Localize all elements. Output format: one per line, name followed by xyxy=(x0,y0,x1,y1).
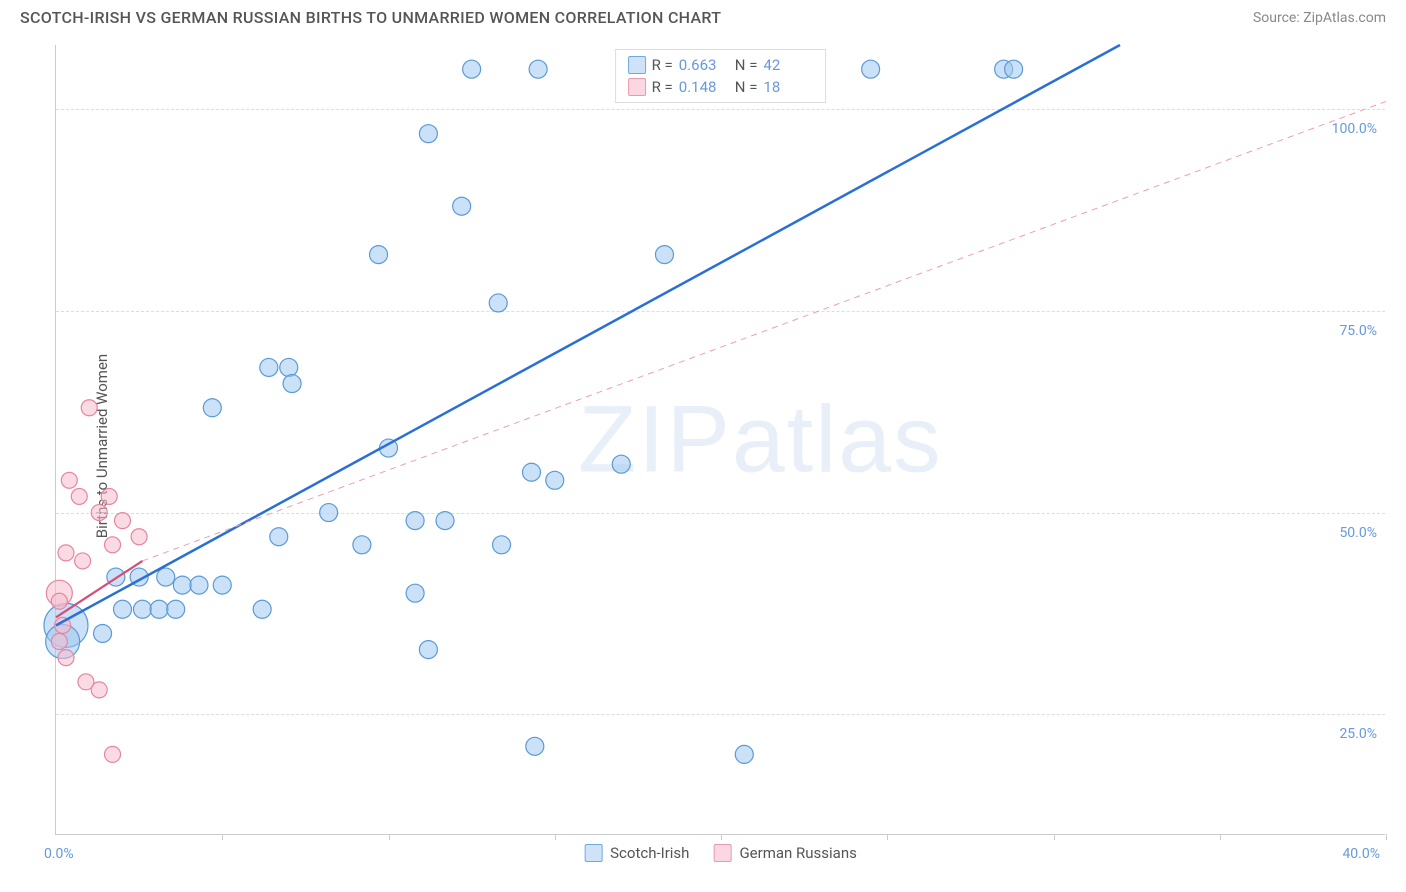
source-label: Source: ZipAtlas.com xyxy=(1253,10,1386,26)
data-point xyxy=(81,400,97,416)
data-point xyxy=(453,197,471,215)
x-axis-min-label: 0.0% xyxy=(44,846,74,862)
data-point xyxy=(612,455,630,473)
data-point xyxy=(61,472,77,488)
n-value: 42 xyxy=(763,56,813,74)
legend-item: Scotch-Irish xyxy=(584,844,689,862)
chart-title: SCOTCH-IRISH VS GERMAN RUSSIAN BIRTHS TO… xyxy=(20,8,721,27)
scatter-svg xyxy=(56,45,1385,834)
data-point xyxy=(71,488,87,504)
data-point xyxy=(526,737,544,755)
n-label: N = xyxy=(735,56,758,74)
data-point xyxy=(190,576,208,594)
legend-item: German Russians xyxy=(713,844,856,862)
data-point xyxy=(283,375,301,393)
data-point xyxy=(167,600,185,618)
x-tick xyxy=(1220,834,1221,840)
x-tick xyxy=(555,834,556,840)
data-point xyxy=(114,600,132,618)
r-value: 0.663 xyxy=(679,56,729,74)
chart-plot-area: ZIPatlas 25.0%50.0%75.0%100.0% R = 0.663… xyxy=(55,45,1385,835)
data-point xyxy=(655,246,673,264)
x-axis-max-label: 40.0% xyxy=(1342,846,1380,862)
data-point xyxy=(91,682,107,698)
data-point xyxy=(735,745,753,763)
data-point xyxy=(133,600,151,618)
data-point xyxy=(406,512,424,530)
series-legend: Scotch-Irish German Russians xyxy=(584,844,857,862)
n-label: N = xyxy=(735,78,758,96)
data-point xyxy=(203,399,221,417)
data-point xyxy=(157,568,175,586)
r-value: 0.148 xyxy=(679,78,729,96)
data-point xyxy=(94,624,112,642)
data-point xyxy=(105,537,121,553)
data-point xyxy=(370,246,388,264)
legend-label: German Russians xyxy=(739,844,856,862)
data-point xyxy=(213,576,231,594)
x-tick xyxy=(887,834,888,840)
data-point xyxy=(150,600,168,618)
data-point xyxy=(51,634,67,650)
legend-swatch xyxy=(713,844,731,862)
data-point xyxy=(489,294,507,312)
legend-stat-row: R = 0.148 N = 18 xyxy=(628,76,814,98)
data-point xyxy=(91,505,107,521)
data-point xyxy=(1005,60,1023,78)
data-point xyxy=(529,60,547,78)
data-point xyxy=(320,504,338,522)
data-point xyxy=(131,529,147,545)
r-label: R = xyxy=(652,78,673,96)
data-point xyxy=(253,600,271,618)
x-tick xyxy=(721,834,722,840)
data-point xyxy=(173,576,191,594)
trend-line xyxy=(56,45,1120,625)
x-tick xyxy=(1054,834,1055,840)
data-point xyxy=(280,358,298,376)
data-point xyxy=(115,513,131,529)
data-point xyxy=(436,512,454,530)
data-point xyxy=(58,650,74,666)
data-point xyxy=(419,125,437,143)
data-point xyxy=(260,358,278,376)
data-point xyxy=(463,60,481,78)
legend-stat-row: R = 0.663 N = 42 xyxy=(628,54,814,76)
legend-swatch xyxy=(628,78,646,96)
legend-swatch xyxy=(584,844,602,862)
data-point xyxy=(270,528,288,546)
trend-line xyxy=(142,101,1386,560)
data-point xyxy=(406,584,424,602)
legend-label: Scotch-Irish xyxy=(610,844,689,862)
x-tick xyxy=(389,834,390,840)
data-point xyxy=(101,488,117,504)
n-value: 18 xyxy=(763,78,813,96)
correlation-legend: R = 0.663 N = 42 R = 0.148 N = 18 xyxy=(615,49,827,103)
data-point xyxy=(522,463,540,481)
data-point xyxy=(546,471,564,489)
x-tick xyxy=(1386,834,1387,840)
data-point xyxy=(862,60,880,78)
x-tick xyxy=(222,834,223,840)
data-point xyxy=(105,746,121,762)
r-label: R = xyxy=(652,56,673,74)
data-point xyxy=(493,536,511,554)
legend-swatch xyxy=(628,56,646,74)
data-point xyxy=(353,536,371,554)
data-point xyxy=(58,545,74,561)
data-point xyxy=(419,641,437,659)
data-point xyxy=(75,553,91,569)
data-point xyxy=(51,593,67,609)
